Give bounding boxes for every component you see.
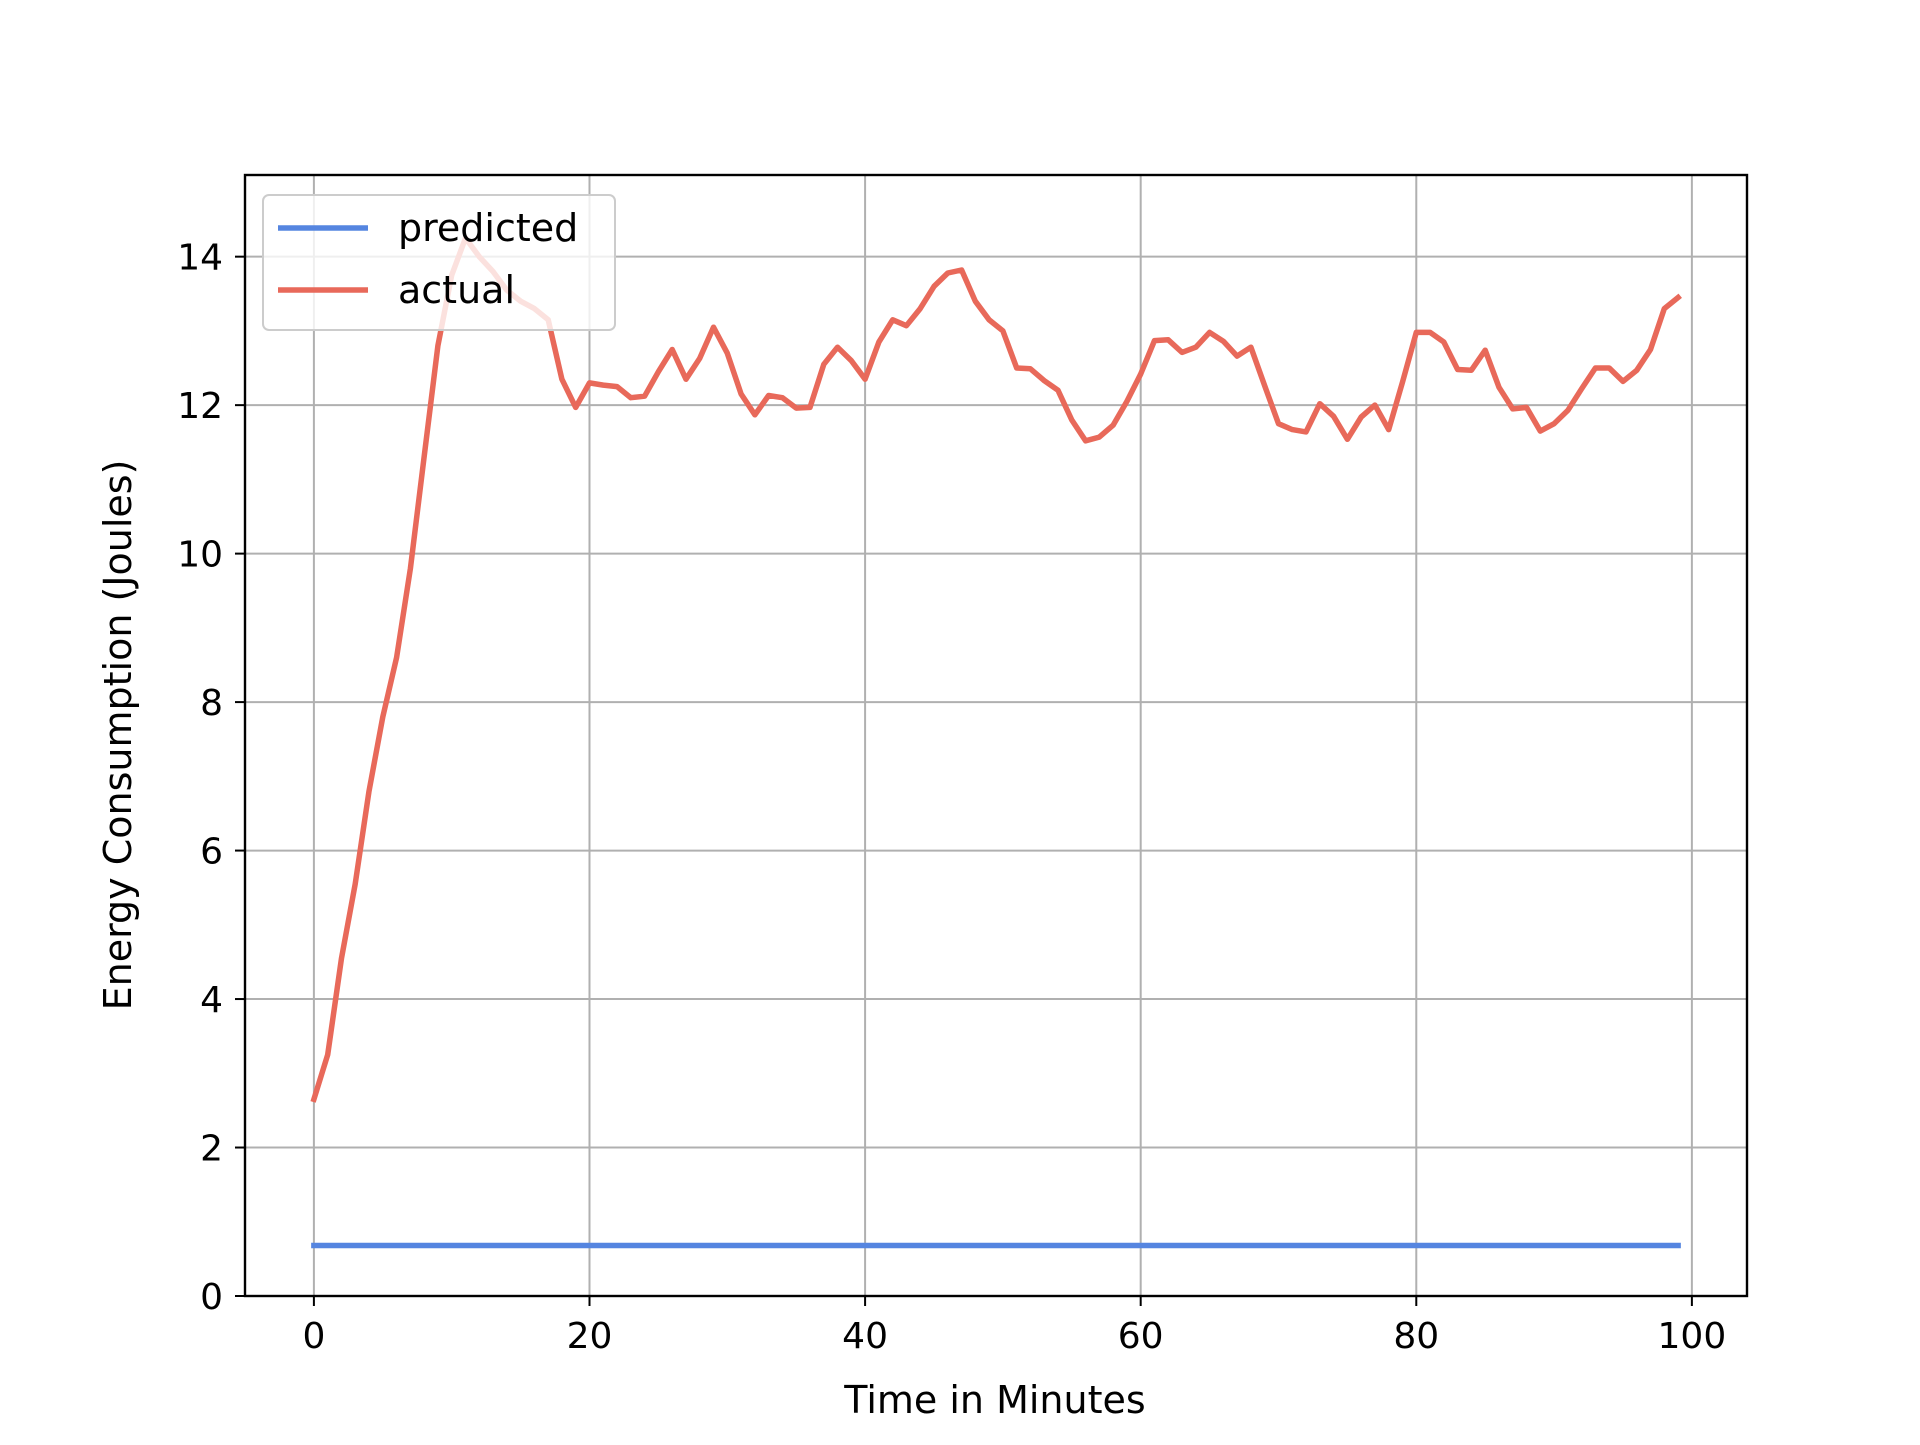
x-axis-title: Time in Minutes: [843, 1378, 1145, 1422]
series-line-actual: [310, 235, 1682, 1103]
x-tick-label: 40: [842, 1316, 888, 1357]
y-tick-label: 12: [177, 386, 223, 427]
legend: predicted actual: [262, 194, 616, 331]
x-tick-label: 80: [1393, 1316, 1439, 1357]
legend-label-predicted: predicted: [398, 206, 578, 250]
x-axis-ticks: 0 20 40 60 80 100: [302, 1296, 1726, 1357]
y-tick-label: 2: [200, 1129, 223, 1170]
legend-label-actual: actual: [398, 268, 515, 312]
x-tick-label: 60: [1118, 1316, 1164, 1357]
plot-frame: [243, 173, 1749, 1298]
y-axis-title: Energy Consumption (Joules): [96, 460, 140, 1011]
y-tick-label: 14: [177, 238, 223, 279]
y-axis-ticks: 0 2 4 6 8 10 12 14: [177, 238, 245, 1318]
series-lines: [310, 235, 1682, 1249]
x-tick-label: 0: [302, 1316, 325, 1357]
grid: [245, 175, 1747, 1297]
y-tick-label: 10: [177, 535, 223, 576]
y-tick-label: 4: [200, 980, 223, 1021]
y-tick-label: 8: [200, 683, 223, 724]
x-tick-label: 20: [567, 1316, 613, 1357]
y-tick-label: 6: [200, 832, 223, 873]
x-tick-label: 100: [1658, 1316, 1727, 1357]
y-tick-label: 0: [200, 1277, 223, 1318]
